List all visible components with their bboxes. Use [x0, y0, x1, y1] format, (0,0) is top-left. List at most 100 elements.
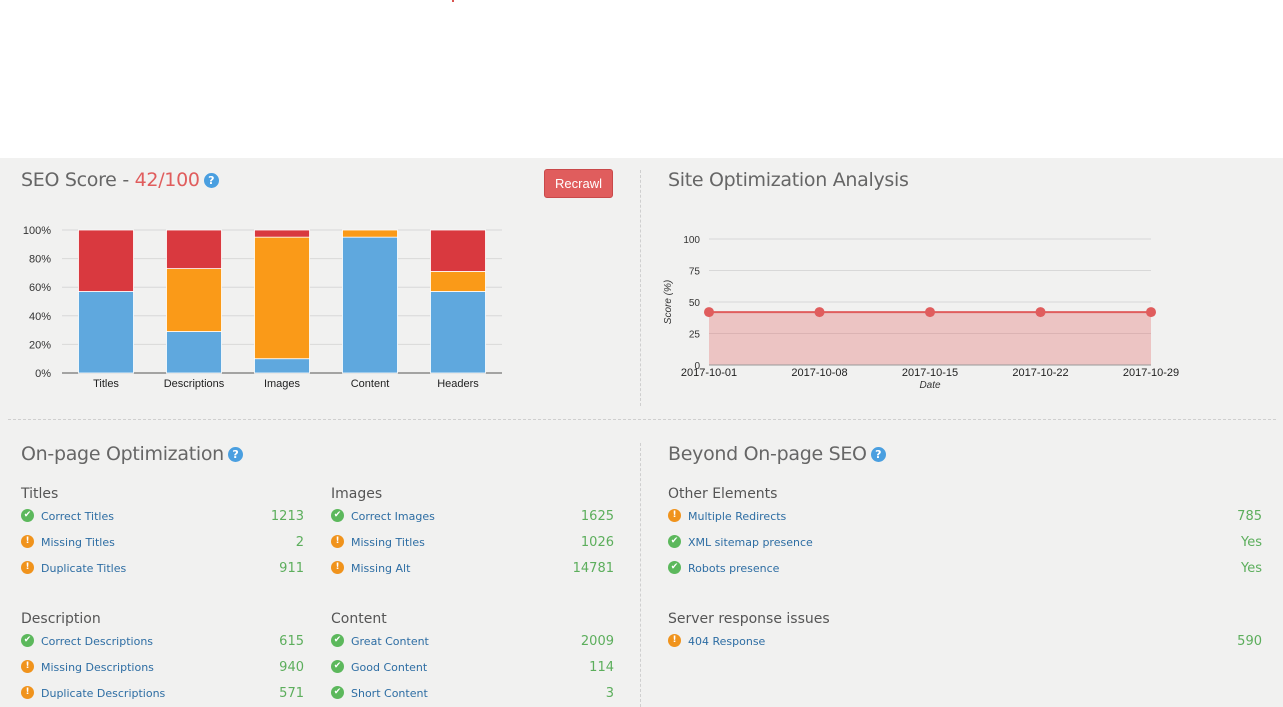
check-circle-icon: ✔ [668, 561, 681, 574]
y-tick-label: 0 [694, 361, 700, 372]
site-optimization-title: Site Optimization Analysis [668, 169, 909, 191]
group-content: Content ✔ Great Content 2009 ✔ Good Content 1… [331, 611, 614, 707]
bar-segment-descriptions-0 [166, 331, 222, 374]
bar-segment-titles-2 [78, 229, 134, 292]
group-server-response: Server response issues ! 404 Response 590 [668, 611, 1262, 655]
item-link[interactable]: Missing Titles [41, 536, 115, 549]
list-item: ! Missing Descriptions 940 [21, 655, 304, 681]
list-item: ✔ Robots presence Yes [668, 556, 1262, 582]
check-circle-icon: ✔ [21, 509, 34, 522]
y-tick-label: 80% [29, 254, 51, 266]
item-link[interactable]: Missing Titles [351, 536, 425, 549]
x-tick-label: Descriptions [164, 378, 225, 390]
item-link[interactable]: Duplicate Descriptions [41, 687, 166, 700]
bar-segment-headers-0 [430, 291, 486, 374]
list-item: ✔ Correct Descriptions 615 [21, 629, 304, 655]
list-item: ! Multiple Redirects 785 [668, 504, 1262, 530]
y-tick-label: 25 [689, 330, 701, 341]
item-link[interactable]: Correct Descriptions [41, 635, 154, 648]
check-circle-icon: ✔ [21, 634, 34, 647]
x-tick-label: Content [351, 378, 390, 390]
item-count: 571 [279, 686, 304, 701]
top-blank-area [0, 0, 1283, 158]
y-tick-label: 100 [683, 235, 700, 246]
item-count: 1026 [580, 535, 614, 550]
help-icon[interactable]: ? [870, 447, 886, 462]
item-count: 1213 [270, 509, 304, 524]
x-tick-label: Titles [93, 378, 119, 390]
item-link[interactable]: Short Content [351, 687, 428, 700]
score-area [709, 312, 1151, 365]
list-item: ! Duplicate Titles 911 [21, 556, 304, 582]
item-count: 114 [589, 660, 614, 675]
exclamation-circle-icon: ! [21, 660, 34, 673]
item-link[interactable]: Multiple Redirects [688, 510, 787, 523]
item-count: Yes [1241, 561, 1262, 576]
y-tick-label: 75 [689, 267, 701, 278]
item-count: 785 [1237, 509, 1262, 524]
y-tick-label: 100% [23, 225, 51, 237]
item-link[interactable]: Missing Alt [351, 562, 411, 575]
help-icon[interactable]: ? [203, 173, 219, 188]
list-item: ✔ Good Content 114 [331, 655, 614, 681]
item-count: 2009 [580, 634, 614, 649]
check-circle-icon: ✔ [331, 509, 344, 522]
bar-segment-images-2 [254, 229, 310, 238]
exclamation-circle-icon: ! [331, 561, 344, 574]
list-item: ✔ XML sitemap presence Yes [668, 530, 1262, 556]
check-circle-icon: ✔ [668, 535, 681, 548]
list-item: ! Missing Alt 14781 [331, 556, 614, 582]
bar-segment-descriptions-2 [166, 229, 222, 270]
exclamation-circle-icon: ! [668, 634, 681, 647]
seo-score-heading: SEO Score - 42/100? [21, 169, 219, 191]
list-item: ! Missing Titles 2 [21, 530, 304, 556]
bar-segment-headers-2 [430, 229, 486, 272]
item-link[interactable]: Duplicate Titles [41, 562, 127, 575]
item-link[interactable]: Missing Descriptions [41, 661, 154, 674]
group-title: Content [331, 611, 387, 627]
exclamation-circle-icon: ! [21, 561, 34, 574]
group-title: Images [331, 486, 383, 502]
site-optimization-chart: 0 25 50 75 100 Score (%) 2017-10-01 2017-10-08 2… [663, 235, 1179, 391]
score-point [1146, 307, 1156, 318]
bar-segment-images-1 [254, 236, 310, 360]
item-link[interactable]: Great Content [351, 635, 429, 648]
item-link[interactable]: Correct Titles [41, 510, 114, 523]
y-tick-label: 40% [29, 311, 51, 323]
check-circle-icon: ✔ [331, 634, 344, 647]
list-item: ! 404 Response 590 [668, 629, 1262, 655]
item-link[interactable]: Robots presence [688, 562, 780, 575]
seo-score-bar-chart: 0% 20% 40% 60% 80% 100% Titles Descriptions Imag… [23, 225, 502, 390]
score-point [925, 307, 935, 318]
item-count: 590 [1237, 634, 1262, 649]
x-tick-label: 2017-10-15 [902, 367, 958, 379]
exclamation-circle-icon: ! [331, 535, 344, 548]
item-link[interactable]: 404 Response [688, 635, 766, 648]
item-count: 940 [279, 660, 304, 675]
beyond-heading: Beyond On-page SEO? [668, 443, 886, 465]
item-link[interactable]: Good Content [351, 661, 428, 674]
item-link[interactable]: Correct Images [351, 510, 435, 523]
score-point [1035, 307, 1046, 318]
vertical-divider-top [640, 170, 641, 406]
group-title: Titles [21, 486, 59, 502]
item-count: 911 [279, 561, 304, 576]
group-title: Server response issues [668, 611, 830, 627]
horizontal-divider [8, 419, 1276, 420]
list-item: ! Duplicate Descriptions 571 [21, 681, 304, 707]
help-icon[interactable]: ? [227, 447, 243, 462]
x-tick-label: 2017-10-08 [791, 367, 847, 379]
list-item: ✔ Correct Titles 1213 [21, 504, 304, 530]
list-item: ✔ Correct Images 1625 [331, 504, 614, 530]
bar-segment-content-1 [342, 229, 398, 238]
seo-score-title: SEO Score - [21, 169, 135, 191]
check-circle-icon: ✔ [331, 660, 344, 673]
list-item: ✔ Great Content 2009 [331, 629, 614, 655]
x-tick-label: 2017-10-29 [1123, 367, 1179, 379]
x-tick-label: 2017-10-01 [681, 367, 737, 379]
bar-segment-headers-1 [430, 271, 486, 292]
recrawl-button[interactable]: Recrawl [544, 169, 613, 198]
item-link[interactable]: XML sitemap presence [688, 536, 813, 549]
bar-segment-content-0 [342, 236, 398, 374]
bar-segment-titles-0 [78, 291, 134, 374]
